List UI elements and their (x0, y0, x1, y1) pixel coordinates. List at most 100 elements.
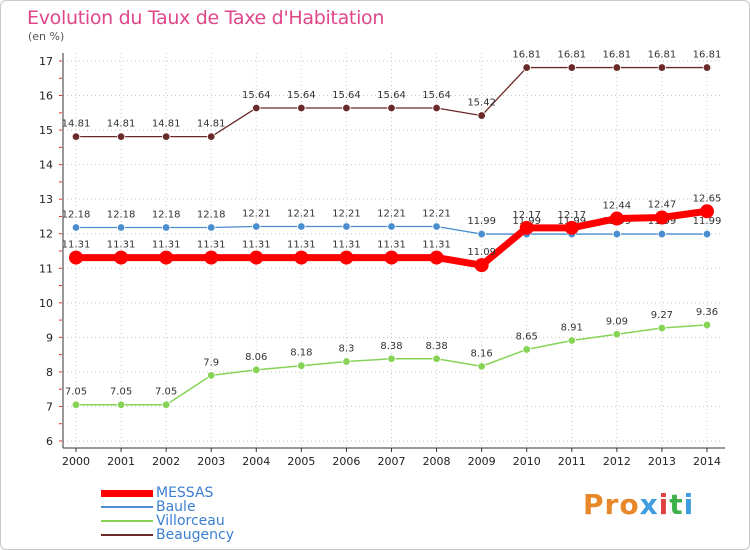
data-label-baule: 11.99 (467, 216, 496, 227)
x-tick-label: 2004 (242, 455, 270, 468)
data-label-baule: 12.21 (287, 208, 316, 219)
y-tick-label: 14 (39, 159, 53, 172)
data-point-messas (114, 250, 129, 265)
logo-letter: t (669, 488, 684, 521)
y-tick-label: 17 (39, 55, 53, 68)
data-label-beaugency: 14.81 (62, 119, 91, 130)
data-label-baule: 11.99 (693, 216, 722, 227)
data-point-beaugency (161, 132, 171, 141)
data-label-beaugency: 16.81 (693, 50, 722, 61)
data-label-beaugency: 15.42 (467, 98, 496, 109)
data-label-villorceau: 8.3 (338, 344, 354, 355)
x-tick-label: 2006 (332, 455, 360, 468)
data-point-messas (474, 258, 489, 273)
y-tick-label: 12 (39, 228, 53, 241)
data-point-baule (702, 229, 712, 239)
data-point-villorceau (612, 330, 622, 339)
data-point-baule (71, 223, 81, 232)
x-tick-label: 2010 (513, 455, 541, 468)
data-point-villorceau (432, 354, 441, 363)
data-label-baule: 12.18 (107, 210, 136, 221)
data-point-beaugency (342, 103, 351, 113)
x-tick-label: 2002 (152, 455, 180, 468)
data-label-baule: 12.18 (152, 210, 181, 221)
legend-swatch (101, 506, 153, 508)
x-tick-label: 2008 (423, 455, 451, 468)
legend-swatch (101, 534, 153, 536)
data-point-villorceau (657, 323, 667, 333)
legend-item-beaugency: Beaugency (101, 528, 234, 542)
data-point-villorceau (522, 345, 531, 354)
data-label-villorceau: 9.09 (606, 316, 628, 327)
data-label-villorceau: 9.36 (696, 307, 718, 318)
data-label-beaugency: 16.81 (512, 50, 541, 61)
data-point-villorceau (477, 362, 486, 371)
y-tick-label: 6 (46, 435, 53, 448)
legend-label: MESSAS (156, 485, 214, 501)
data-point-baule (252, 222, 261, 231)
data-label-villorceau: 8.18 (290, 348, 312, 359)
data-label-villorceau: 9.27 (651, 310, 673, 321)
logo-letter: i (658, 488, 670, 521)
data-point-baule (342, 222, 351, 231)
data-point-beaugency (477, 111, 486, 120)
data-point-baule (297, 222, 306, 231)
data-point-villorceau (252, 365, 261, 375)
data-label-beaugency: 15.64 (287, 90, 316, 101)
data-point-beaugency (387, 103, 396, 113)
data-point-baule (612, 229, 622, 239)
data-point-villorceau (207, 371, 216, 380)
data-label-beaugency: 14.81 (197, 119, 226, 130)
x-tick-label: 2013 (648, 455, 676, 468)
legend-item-villorceau: Villorceau (101, 514, 234, 528)
data-point-messas (429, 250, 444, 265)
data-point-messas (564, 220, 579, 235)
data-point-messas (339, 250, 354, 265)
data-point-villorceau (297, 361, 306, 370)
data-label-beaugency: 16.81 (648, 50, 677, 61)
data-point-messas (700, 204, 714, 219)
logo-letter: o (619, 488, 640, 521)
data-label-messas: 11.31 (107, 240, 136, 251)
legend-item-baule: Baule (101, 500, 234, 514)
chart-title: Evolution du Taux de Taxe d'Habitation (27, 7, 385, 29)
data-point-baule (207, 223, 216, 232)
data-label-baule: 12.18 (62, 210, 91, 221)
data-label-messas: 11.31 (197, 240, 226, 251)
data-label-villorceau: 8.16 (471, 348, 493, 359)
data-label-messas: 12.17 (557, 210, 586, 221)
proxiti-logo: Proxiti (583, 488, 694, 521)
data-label-villorceau: 8.65 (516, 331, 538, 342)
data-point-beaugency (567, 63, 576, 72)
data-point-messas (249, 250, 264, 265)
data-label-messas: 12.44 (603, 201, 632, 212)
logo-letter: x (639, 488, 659, 521)
data-point-villorceau (71, 400, 81, 409)
data-point-beaugency (297, 103, 306, 113)
data-point-villorceau (161, 400, 171, 409)
data-point-villorceau (702, 320, 712, 330)
data-label-villorceau: 7.05 (155, 387, 177, 398)
data-point-beaugency (612, 63, 622, 72)
data-point-baule (161, 223, 171, 232)
data-label-beaugency: 15.64 (422, 90, 451, 101)
x-tick-label: 2001 (107, 455, 135, 468)
x-tick-label: 2007 (378, 455, 406, 468)
data-label-messas: 11.31 (242, 240, 271, 251)
data-point-beaugency (522, 63, 531, 72)
data-point-beaugency (252, 103, 261, 113)
data-label-beaugency: 16.81 (603, 50, 632, 61)
legend-label: Baule (156, 499, 196, 515)
data-point-baule (477, 229, 486, 239)
logo-letter: i (683, 488, 695, 521)
data-point-beaugency (432, 103, 441, 113)
data-label-beaugency: 15.64 (242, 90, 271, 101)
legend-swatch (101, 520, 153, 522)
x-tick-label: 2003 (197, 455, 225, 468)
data-point-beaugency (657, 63, 667, 72)
data-label-beaugency: 15.64 (377, 90, 406, 101)
data-label-baule: 12.21 (242, 208, 271, 219)
data-label-villorceau: 8.06 (245, 352, 267, 363)
